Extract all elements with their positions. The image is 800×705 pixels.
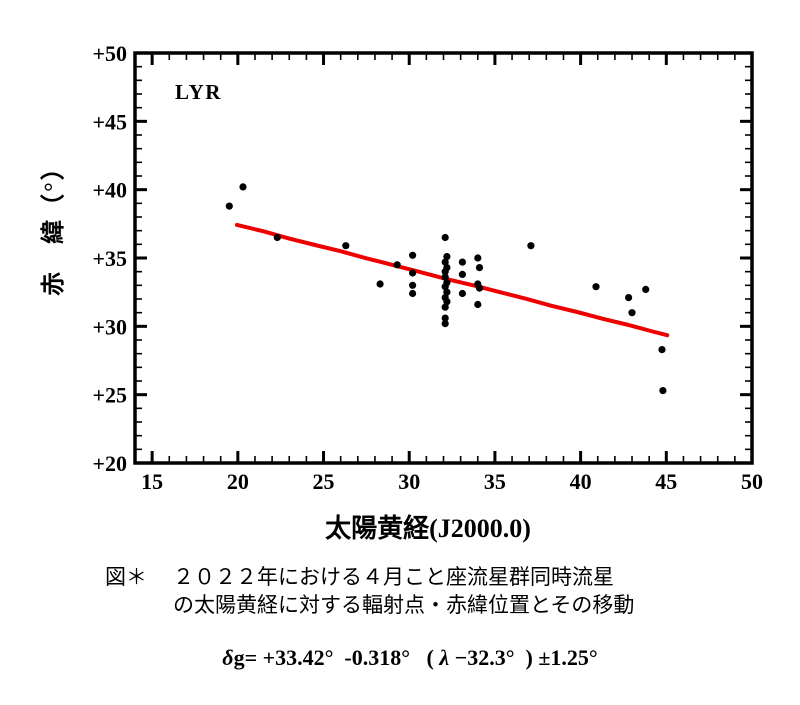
axis-tick-labels: 15 20 25 30 35 40 45 50 +20 +25 +30 +35 +40 +45 +50 — [92, 41, 763, 494]
data-point — [393, 261, 401, 269]
data-point — [409, 251, 417, 259]
y-tick-label: +30 — [92, 314, 127, 339]
data-point — [441, 273, 449, 281]
caption-figure-number: 図＊ — [105, 565, 147, 589]
plot-frame — [133, 51, 754, 465]
data-point — [658, 346, 666, 354]
formula-coefficients: g= +33.42° -0.318° ( — [233, 645, 440, 670]
caption-line1: ２０２２年における４月こと座流星群同時流星 — [173, 565, 614, 589]
x-axis-title: 太陽黄経(J2000.0) — [325, 514, 531, 543]
caption-text: ２０２２年における４月こと座流星群同時流星 の太陽黄経に対する輻射点・赤緯位置と… — [173, 563, 634, 619]
data-point — [409, 281, 417, 289]
x-tick-label: 50 — [741, 469, 763, 494]
trend-line — [235, 222, 670, 338]
trend-line-path — [235, 222, 670, 338]
formula-delta-symbol: δ — [222, 645, 234, 670]
y-tick-label: +45 — [92, 109, 127, 134]
data-point — [441, 303, 449, 311]
data-point — [642, 285, 650, 293]
data-point — [527, 242, 535, 250]
figure-caption: 図＊ ２０２２年における４月こと座流星群同時流星 の太陽黄経に対する輻射点・赤緯… — [105, 563, 634, 619]
x-tick-label: 15 — [141, 469, 163, 494]
y-tick-label: +25 — [92, 383, 127, 408]
x-tick-label: 45 — [655, 469, 677, 494]
data-point — [628, 309, 636, 317]
data-point — [441, 268, 449, 276]
data-point — [659, 387, 667, 395]
axes-frame — [133, 51, 754, 465]
data-point — [441, 258, 449, 266]
x-tick-label: 40 — [570, 469, 592, 494]
data-point — [239, 183, 247, 191]
data-point — [475, 264, 484, 272]
y-tick-label: +50 — [92, 41, 127, 66]
data-point — [342, 242, 350, 250]
regression-formula: δg= +33.42° -0.318° ( λ −32.3° ) ±1.25° — [120, 645, 700, 671]
data-point — [409, 289, 417, 298]
data-point — [475, 284, 484, 292]
formula-tail: −32.3° ) ±1.25° — [449, 645, 598, 670]
y-tick-label: +35 — [92, 246, 127, 271]
data-points — [225, 183, 667, 395]
data-point — [441, 233, 449, 242]
data-point — [458, 270, 466, 278]
y-tick-label: +40 — [92, 178, 127, 203]
data-point — [474, 300, 482, 309]
data-point — [458, 289, 466, 298]
data-point — [273, 233, 281, 242]
data-point — [225, 202, 233, 210]
data-point — [443, 253, 451, 261]
scatter-plot: 15 20 25 30 35 40 45 50 +20 +25 +30 +35 +40 +45 +50 LY… — [92, 41, 763, 494]
x-tick-label: 25 — [313, 469, 335, 494]
x-tick-label: 20 — [227, 469, 249, 494]
axis-ticks — [134, 51, 754, 465]
x-tick-label: 35 — [484, 469, 506, 494]
data-point — [625, 294, 633, 302]
data-point — [441, 314, 449, 322]
data-point — [592, 283, 600, 291]
y-tick-label: +20 — [92, 451, 127, 476]
x-tick-label: 30 — [398, 469, 420, 494]
data-point — [443, 288, 451, 296]
data-point — [441, 283, 449, 291]
formula-lambda-symbol: λ — [439, 645, 450, 670]
data-point — [376, 280, 384, 288]
y-axis-title: 赤 緯（°） — [41, 154, 67, 296]
data-point — [458, 258, 466, 266]
series-label: LYR — [175, 80, 222, 104]
data-point — [474, 254, 482, 262]
caption-line2: の太陽黄経に対する輻射点・赤緯位置とその移動 — [173, 593, 635, 617]
data-point — [409, 269, 417, 277]
data-point — [443, 298, 451, 306]
data-point — [441, 320, 449, 328]
